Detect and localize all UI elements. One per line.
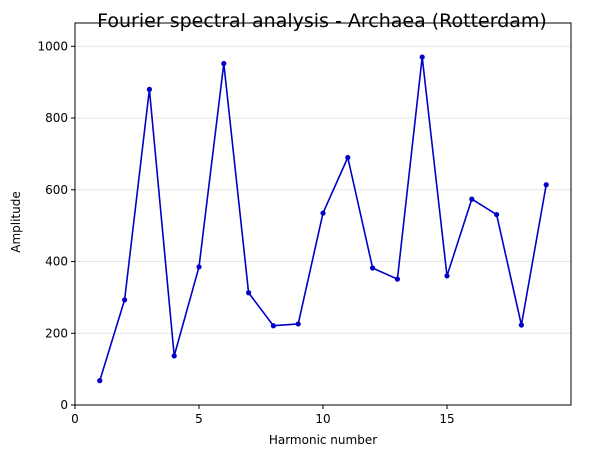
data-point-18 [518,322,525,328]
x-axis-label: Harmonic number [269,433,377,447]
data-point-7 [246,290,252,296]
y-tick-label-0: 0 [60,398,68,412]
y-tick-label-400: 400 [45,255,68,269]
data-point-5 [196,264,202,270]
series-group [97,54,549,384]
data-point-16 [469,196,475,202]
data-point-17 [494,211,500,218]
data-point-1 [97,378,103,384]
series-line-0 [99,56,547,381]
data-point-2 [122,297,128,303]
grid-lines [75,45,571,334]
y-tick-label-1000: 1000 [37,39,68,53]
data-point-8 [270,323,276,329]
data-point-4 [171,353,177,359]
data-point-13 [394,276,400,282]
y-axis-label: Amplitude [9,191,23,253]
data-point-6 [221,60,227,67]
data-point-11 [345,154,351,161]
data-point-3 [146,86,152,92]
y-tick-label-600: 600 [45,183,68,197]
chart-title: Fourier spectral analysis - Archaea (Rot… [97,10,547,32]
data-point-14 [419,54,425,60]
x-tick-label-15: 15 [439,412,454,426]
data-point-19 [543,182,549,188]
data-point-12 [370,265,376,271]
x-axis-ticks: 0 5 10 15 [71,405,455,426]
x-tick-label-0: 0 [71,412,79,426]
x-tick-label-10: 10 [315,412,330,426]
data-point-9 [295,321,301,327]
data-point-10 [320,210,326,216]
y-tick-label-800: 800 [45,111,68,125]
y-tick-label-200: 200 [45,326,68,340]
data-point-15 [444,273,450,279]
y-axis-ticks: 0 200 400 600 800 1000 [37,39,75,412]
x-tick-label-5: 5 [195,412,203,426]
